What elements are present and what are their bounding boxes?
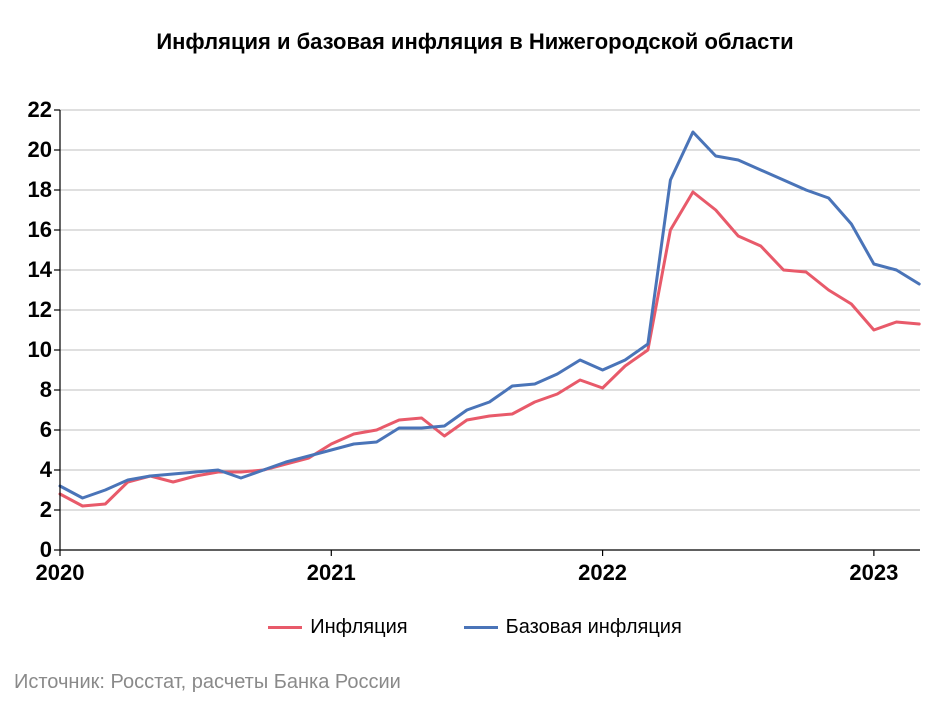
y-tick-label: 4: [12, 457, 52, 483]
legend-item: Базовая инфляция: [464, 616, 682, 639]
chart-container: Инфляция и базовая инфляция в Нижегородс…: [0, 0, 950, 708]
legend-label: Базовая инфляция: [506, 616, 682, 639]
y-tick-label: 14: [12, 257, 52, 283]
y-tick-label: 10: [12, 337, 52, 363]
x-tick-label: 2021: [307, 560, 356, 586]
legend: Инфляция Базовая инфляция: [0, 616, 950, 639]
x-tick-label: 2023: [849, 560, 898, 586]
x-tick-label: 2022: [578, 560, 627, 586]
plot-svg: [60, 110, 920, 550]
legend-label: Инфляция: [310, 616, 407, 639]
y-tick-label: 6: [12, 417, 52, 443]
x-tick-label: 2020: [36, 560, 85, 586]
source-text: Источник: Росстат, расчеты Банка России: [14, 671, 401, 694]
y-tick-label: 16: [12, 217, 52, 243]
plot-area: [60, 110, 920, 550]
legend-item: Инфляция: [268, 616, 407, 639]
legend-swatch: [464, 626, 498, 629]
y-tick-label: 18: [12, 177, 52, 203]
y-tick-label: 20: [12, 137, 52, 163]
legend-swatch: [268, 626, 302, 629]
y-tick-label: 22: [12, 97, 52, 123]
chart-title: Инфляция и базовая инфляция в Нижегородс…: [0, 28, 950, 56]
y-tick-label: 2: [12, 497, 52, 523]
y-tick-label: 12: [12, 297, 52, 323]
y-tick-label: 8: [12, 377, 52, 403]
